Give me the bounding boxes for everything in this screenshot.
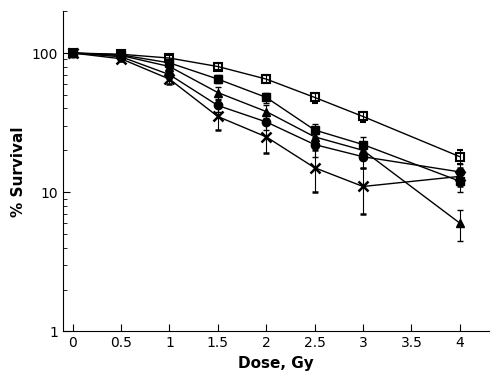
- Y-axis label: % Survival: % Survival: [11, 126, 26, 217]
- X-axis label: Dose, Gy: Dose, Gy: [238, 356, 314, 371]
